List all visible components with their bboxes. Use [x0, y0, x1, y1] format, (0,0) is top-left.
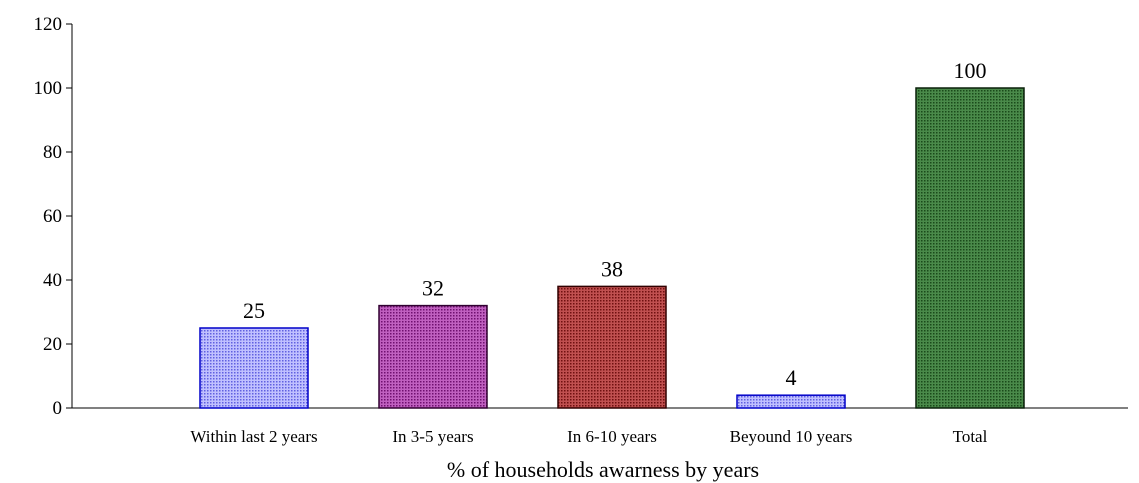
data-label: 100: [954, 58, 987, 83]
data-label: 25: [243, 298, 265, 323]
category-labels-group: Within last 2 years In 3-5 years In 6-10 y…: [190, 427, 987, 446]
bar-4: [736, 394, 846, 409]
y-tick-label: 100: [34, 78, 63, 99]
bars-group: [199, 87, 1025, 409]
category-label: In 6-10 years: [567, 427, 657, 446]
data-label: 32: [422, 276, 444, 301]
data-label: 4: [786, 365, 797, 390]
y-axis: 0 20 40 60 80 100 120: [34, 14, 73, 419]
category-label: Beyound 10 years: [730, 427, 853, 446]
x-axis-title: % of households awarness by years: [447, 457, 759, 482]
bar-2: [378, 304, 488, 409]
data-label: 38: [601, 256, 623, 281]
data-labels-group: 25 32 38 4 100: [243, 58, 987, 390]
y-tick-label: 80: [43, 142, 62, 163]
y-tick-label: 20: [43, 334, 62, 355]
bar-5: [915, 87, 1025, 409]
category-label: Total: [953, 427, 988, 446]
y-tick-label: 60: [43, 206, 62, 227]
bar-3: [557, 285, 667, 409]
category-label: In 3-5 years: [392, 427, 473, 446]
category-label: Within last 2 years: [190, 427, 317, 446]
y-tick-label: 0: [53, 398, 63, 419]
y-tick-label: 120: [34, 14, 63, 35]
y-tick-label: 40: [43, 270, 62, 291]
bar-1: [199, 327, 309, 409]
